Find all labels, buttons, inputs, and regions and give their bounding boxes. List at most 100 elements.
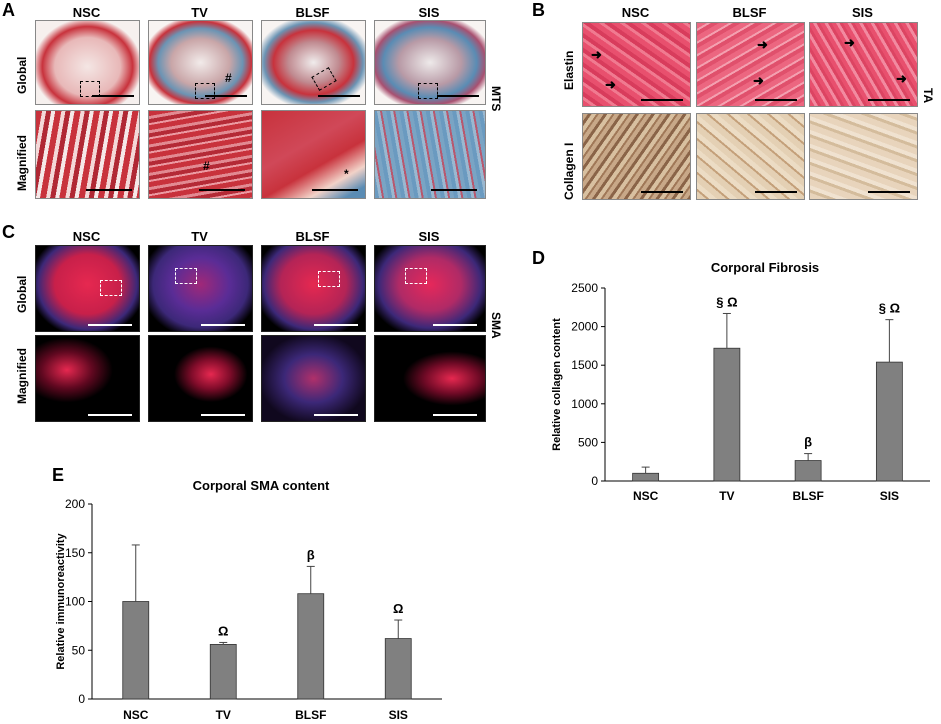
bar-tv [209, 643, 237, 700]
panel-c-row-magnified: Magnified [15, 348, 29, 404]
panel-c-sis-global-image [374, 245, 486, 332]
panel-a-tv-global-image: # [148, 20, 253, 105]
magnify-region-box [418, 83, 438, 99]
significance-label: Ω [393, 601, 403, 616]
y-tick-label: 500 [578, 435, 598, 449]
arrow-marker: ➜ [605, 77, 616, 92]
panel-c-blsf-magnified-image [261, 335, 366, 422]
panel-a-col-nsc: NSC [72, 5, 101, 20]
panel-c-row-global: Global [15, 275, 29, 313]
panel-c-tv-magnified-image [148, 335, 253, 422]
panel-b-nsc-elastin-image: ➜ ➜ [582, 22, 691, 107]
x-tick-label: NSC [123, 708, 149, 722]
chart-title: Corporal SMA content [193, 478, 330, 493]
panel-e-letter: E [52, 465, 65, 485]
panel-c-col-tv: TV [191, 229, 208, 244]
magnify-region-box [100, 280, 122, 296]
panel-a-stain-label: MTS [489, 86, 503, 112]
panel-c-nsc-magnified-image [35, 335, 140, 422]
scale-bar [431, 189, 477, 191]
bar-sis [384, 638, 412, 700]
panel-b-col-sis: SIS [852, 5, 873, 20]
chart-d-corporal-fibrosis: Corporal Fibrosis 0 500 1000 1500 2000 2500 Rel… [551, 260, 930, 503]
bar-blsf [794, 460, 822, 482]
panel-b-blsf-elastin-image: ➜ ➜ [696, 22, 805, 107]
panel-a-tv-magnified-image: # [148, 110, 253, 199]
scale-bar [868, 191, 910, 193]
y-tick-label: 100 [65, 595, 85, 609]
scale-bar [641, 99, 683, 101]
panel-b-sis-collagen-image [809, 113, 918, 200]
scale-bar [88, 414, 132, 416]
arrow-marker: ➜ [896, 71, 907, 86]
bar-blsf [297, 593, 325, 700]
panel-a-row-global: Global [15, 56, 29, 94]
x-tick-label: SIS [880, 489, 899, 503]
x-tick-label: TV [216, 708, 231, 722]
chart-title: Corporal Fibrosis [711, 260, 819, 275]
scale-bar [314, 414, 358, 416]
magnify-region-box [80, 81, 100, 97]
x-tick-label: BLSF [792, 489, 823, 503]
chart-e-corporal-sma: Corporal SMA content 0 50 100 150 200 Relative… [55, 478, 442, 722]
panel-d-letter: D [532, 248, 545, 268]
panel-a-sis-magnified-image [374, 110, 486, 199]
magnify-region-box [318, 271, 340, 287]
bar-nsc [122, 601, 150, 700]
y-axis-label: Relative immunoreactivity [55, 532, 67, 669]
scale-bar [205, 95, 247, 97]
y-tick-label: 1000 [571, 397, 598, 411]
scale-bar [433, 414, 477, 416]
panel-c-sis-magnified-image [374, 335, 486, 422]
panel-b-row-collagen: Collagen I [562, 142, 576, 200]
arrow-marker: ➜ [591, 47, 602, 62]
panel-a-col-tv: TV [191, 5, 208, 20]
scale-bar [199, 189, 245, 191]
panel-c-tv-global-image [148, 245, 253, 332]
significance-label: β [804, 435, 812, 450]
significance-label: § Ω [716, 294, 737, 309]
y-tick-label: 2500 [571, 281, 598, 295]
panel-b-sis-elastin-image: ➜ ➜ [809, 22, 918, 107]
scale-bar [641, 191, 683, 193]
scale-bar [755, 191, 797, 193]
panel-c-letter: C [2, 222, 15, 242]
magnify-region-box [405, 268, 427, 284]
magnify-region-box [311, 67, 337, 91]
scale-bar [201, 324, 245, 326]
y-tick-label: 200 [65, 497, 85, 511]
panel-c-col-blsf: BLSF [295, 229, 330, 244]
hash-marker: # [225, 71, 232, 85]
panel-b-col-nsc: NSC [621, 5, 650, 20]
scale-bar [318, 95, 360, 97]
bar-nsc [632, 472, 660, 482]
x-tick-label: BLSF [295, 708, 326, 722]
panel-c-nsc-global-image [35, 245, 140, 332]
panel-a-letter: A [2, 0, 15, 20]
x-tick-label: NSC [633, 489, 659, 503]
magnify-region-box [175, 268, 197, 284]
scale-bar [86, 189, 132, 191]
panel-a-blsf-global-image [261, 20, 366, 105]
hash-marker: # [203, 159, 210, 173]
y-tick-label: 50 [72, 643, 86, 657]
scale-bar [433, 324, 477, 326]
y-tick-label: 0 [78, 692, 85, 706]
panel-c-col-sis: SIS [418, 229, 440, 244]
panel-c-blsf-global-image [261, 245, 366, 332]
bar-sis [875, 361, 903, 482]
significance-label: § Ω [879, 301, 900, 316]
panel-a-row-magnified: Magnified [15, 135, 29, 191]
scale-bar [201, 414, 245, 416]
panel-a-nsc-global-image [35, 20, 140, 105]
panel-a-nsc-magnified-image [35, 110, 140, 199]
panel-a-sis-global-image [374, 20, 486, 105]
y-axis-label: Relative collagen content [551, 318, 563, 451]
bar-tv [713, 347, 741, 482]
panel-b-letter: B [532, 0, 545, 20]
scale-bar [755, 99, 797, 101]
arrow-marker: ➜ [753, 73, 764, 88]
significance-label: Ω [218, 623, 228, 638]
panel-c-stain-label: SMA [489, 312, 503, 339]
scale-bar [868, 99, 910, 101]
